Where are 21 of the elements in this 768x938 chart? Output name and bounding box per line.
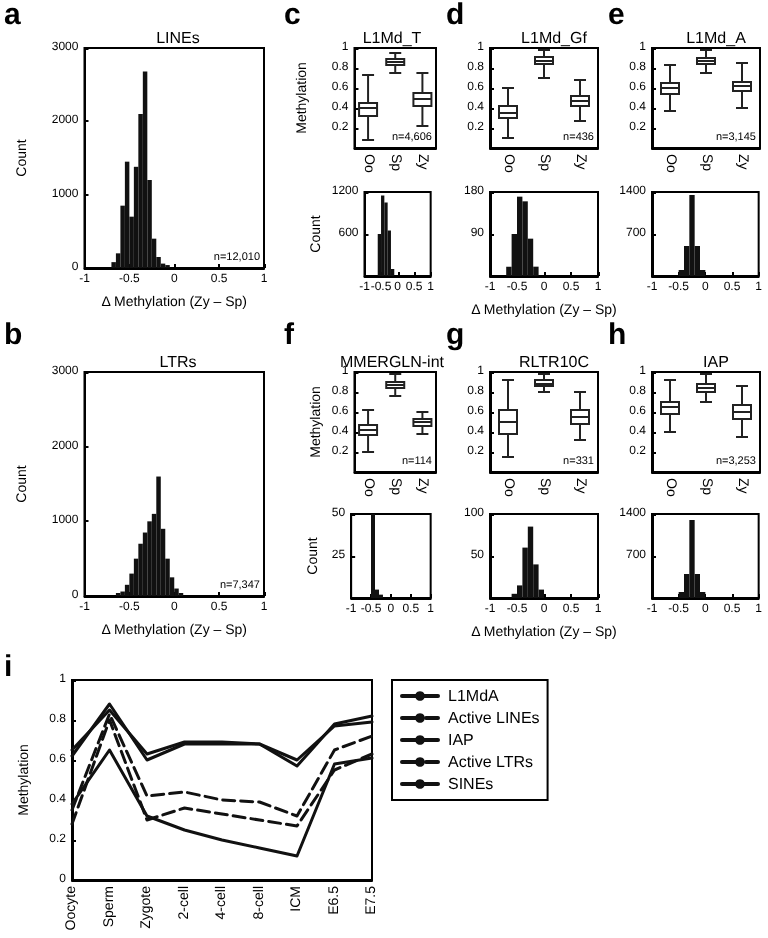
text: e bbox=[608, 0, 625, 32]
text: b bbox=[4, 318, 23, 352]
text: g bbox=[446, 318, 465, 352]
legend-label: Active LINEs bbox=[448, 709, 540, 727]
chart-title: L1Md_A bbox=[686, 29, 748, 47]
chart-title: L1Md_T bbox=[362, 29, 422, 47]
text: i bbox=[4, 650, 13, 684]
chart-title: LINEs bbox=[156, 29, 200, 47]
text: f bbox=[284, 318, 296, 352]
legend-label: SINEs bbox=[448, 775, 494, 793]
chart-title: RLTR10C bbox=[519, 353, 590, 371]
text: a bbox=[4, 0, 22, 32]
chart-title: L1Md_Gf bbox=[521, 29, 589, 47]
text: d bbox=[446, 0, 465, 32]
text: c bbox=[284, 0, 301, 32]
legend-label: IAP bbox=[448, 731, 474, 749]
chart-title: IAP bbox=[703, 353, 729, 371]
text: h bbox=[608, 318, 627, 352]
legend-label: L1MdA bbox=[448, 687, 501, 705]
chart-title: LTRs bbox=[159, 353, 197, 371]
legend-label: Active LTRs bbox=[448, 753, 534, 771]
